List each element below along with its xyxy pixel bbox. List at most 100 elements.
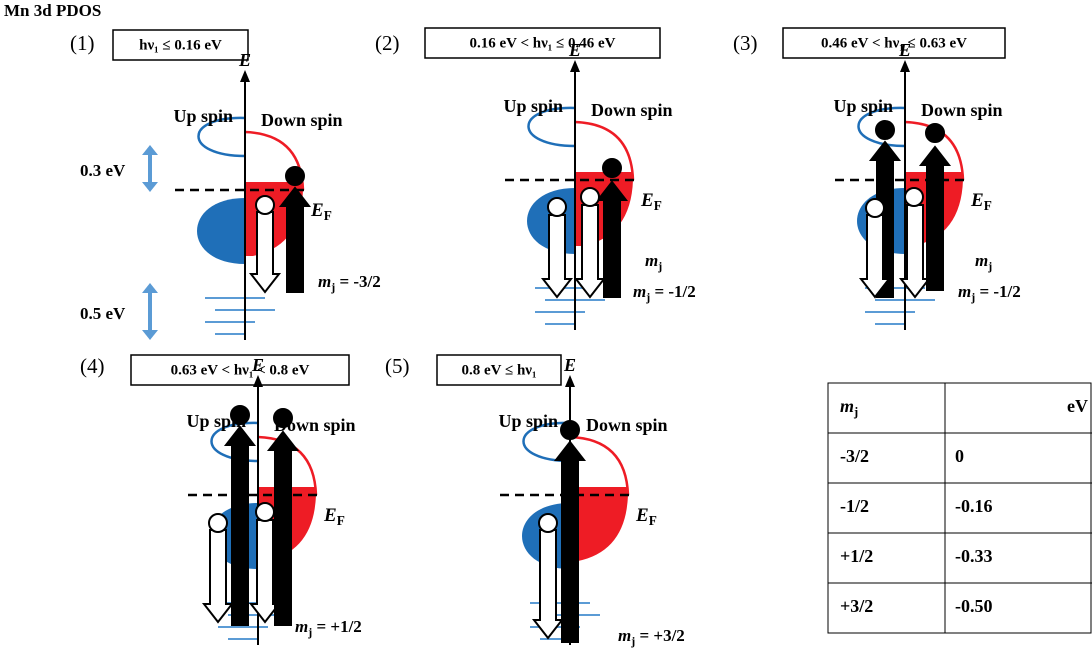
- panel-number: (3): [733, 31, 758, 55]
- symbol-label: mj = -1/2: [633, 282, 696, 304]
- electron: [875, 120, 895, 140]
- axis-label: E: [563, 355, 576, 375]
- condition-box: [782, 27, 1006, 59]
- condition-box: [436, 354, 562, 386]
- symbol: E: [640, 190, 654, 211]
- symbol-label: mj = -1/2: [958, 282, 1021, 304]
- axis-label: E: [251, 355, 264, 375]
- electron: [865, 198, 885, 218]
- up-spin-dos: [522, 421, 571, 463]
- symbol: E: [970, 190, 984, 211]
- panel-number: (4): [80, 354, 105, 378]
- electron: [904, 187, 924, 207]
- symbol-label: EF: [970, 190, 992, 213]
- axis-arrow: [253, 375, 263, 387]
- text: = -3/2: [335, 272, 381, 291]
- up-spin-dos: [527, 106, 576, 148]
- symbol-label: EF: [635, 505, 657, 528]
- symbol: m: [295, 617, 308, 636]
- table-cell: -0.33: [955, 546, 993, 566]
- transition-arrow: [595, 180, 629, 298]
- table-cell: -3/2: [840, 446, 869, 466]
- symbol-label: mj: [975, 251, 992, 273]
- arrow-head: [142, 145, 158, 155]
- axis-label: E: [898, 40, 911, 60]
- down-spin-label: Down spin: [591, 100, 673, 120]
- electron: [560, 420, 580, 440]
- down-spin-filled: [570, 487, 628, 561]
- condition: 0.16 eV < hν₁ ≤ 0.46 eV: [469, 35, 615, 51]
- arrow-head: [142, 283, 158, 293]
- text: = -1/2: [975, 282, 1021, 301]
- electron: [285, 166, 305, 186]
- symbol: m: [633, 282, 646, 301]
- electron: [255, 195, 275, 215]
- transition-arrow: [553, 440, 587, 643]
- subscript: j: [307, 625, 312, 639]
- table-cell: -0.50: [955, 596, 993, 616]
- symbol: m: [618, 626, 631, 645]
- symbol-label: mj = +1/2: [295, 617, 362, 639]
- condition: 0.8 eV ≤ hν₁: [462, 362, 537, 378]
- electron: [273, 408, 293, 428]
- electron: [602, 158, 622, 178]
- transition-arrow: [540, 214, 574, 299]
- transition-arrow: [223, 425, 257, 626]
- table-header: eV: [1067, 396, 1088, 416]
- electron: [538, 513, 558, 533]
- subscript: F: [337, 513, 345, 528]
- symbol: E: [323, 505, 337, 526]
- subscript: j: [657, 259, 662, 273]
- symbol-label: mj: [645, 251, 662, 273]
- transition-arrow: [201, 529, 235, 624]
- text: = +1/2: [312, 617, 362, 636]
- subscript: j: [645, 290, 650, 304]
- symbol-label: mj = +3/2: [618, 626, 685, 648]
- transition-arrow: [858, 214, 892, 299]
- axis-label: E: [568, 40, 581, 60]
- up-spin-label: Up spin: [173, 106, 233, 126]
- symbol: E: [635, 505, 649, 526]
- electron: [255, 502, 275, 522]
- symbol: m: [840, 396, 854, 416]
- electron: [208, 513, 228, 533]
- up-spin-filled: [197, 198, 245, 264]
- subscript: j: [853, 405, 858, 419]
- symbol-label: mj = -3/2: [318, 272, 381, 294]
- transition-arrow: [248, 211, 282, 294]
- axis-arrow: [900, 60, 910, 72]
- down-spin-dos: [569, 435, 630, 496]
- subscript: F: [654, 198, 662, 213]
- symbol: E: [310, 200, 324, 221]
- electron: [547, 197, 567, 217]
- down-spin-dos: [904, 120, 965, 181]
- down-spin-label: Down spin: [274, 415, 356, 435]
- symbol-label: EF: [323, 505, 345, 528]
- transition-arrow: [248, 519, 282, 624]
- condition: 0.46 eV < hν₁ ≤ 0.63 eV: [821, 35, 967, 51]
- table-border: [827, 382, 1092, 634]
- down-spin-label: Down spin: [586, 415, 668, 435]
- condition-box: [424, 27, 661, 59]
- transition-arrow: [531, 529, 565, 640]
- down-spin-dos: [574, 120, 635, 181]
- transition-arrow: [266, 430, 300, 626]
- symbol: m: [975, 251, 988, 270]
- arrow-head: [142, 330, 158, 340]
- table-cell: 0: [955, 446, 964, 466]
- subscript: j: [970, 290, 975, 304]
- axis-arrow: [240, 70, 250, 82]
- table-cell: +3/2: [840, 596, 873, 616]
- transition-arrow: [898, 204, 932, 299]
- symbol: m: [318, 272, 331, 291]
- subscript: F: [324, 208, 332, 223]
- energy-marker: 0.3 eV: [80, 161, 126, 180]
- panel-number: (1): [70, 31, 95, 55]
- symbol-label: EF: [310, 200, 332, 223]
- subscript: j: [330, 280, 335, 294]
- title: Mn 3d PDOS: [4, 1, 101, 20]
- up-spin-label: Up spin: [503, 96, 563, 116]
- subscript: F: [649, 513, 657, 528]
- panel-number: (2): [375, 31, 400, 55]
